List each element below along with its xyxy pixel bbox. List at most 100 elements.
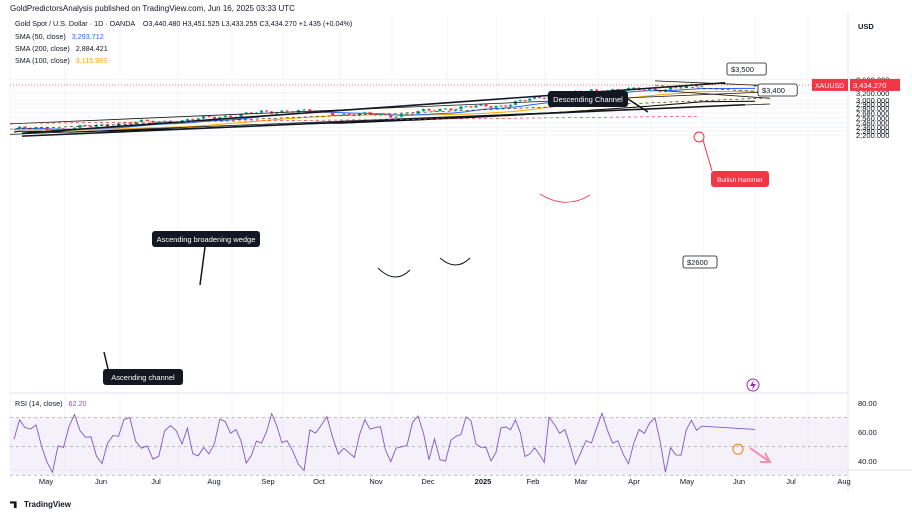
price-tick-label: 2,460.000 — [856, 119, 889, 128]
candle-body — [78, 125, 82, 128]
rounding-bottom-arc-2 — [439, 257, 471, 266]
time-tick-label: Feb — [527, 477, 540, 486]
broadening-wedge-arrow — [199, 246, 206, 286]
tradingview-logo[interactable]: TradingView — [10, 500, 71, 509]
candle-body — [265, 110, 269, 112]
ascending-channel-arrow — [103, 351, 109, 370]
time-tick-label: Aug — [207, 477, 220, 486]
candle-body — [499, 105, 503, 107]
candle-body — [163, 120, 167, 122]
ohlc-values: O3,440.480 H3,451.525 L3,433.255 C3,434.… — [142, 19, 353, 28]
descending-channel-mid — [654, 85, 771, 93]
time-tick-label: Nov — [369, 477, 383, 486]
candle-body — [537, 96, 541, 98]
candle-body — [218, 117, 222, 119]
candle-body — [94, 124, 99, 127]
rounding-bottom-arc — [377, 267, 411, 278]
broadening-wedge-label: Ascending broadening wedge — [157, 235, 256, 244]
level-2600-label: $2600 — [687, 258, 708, 267]
level-2600-label-box — [682, 255, 718, 269]
candle-body — [518, 100, 522, 102]
candle-body — [191, 119, 195, 120]
candle-body — [489, 106, 493, 108]
currency-label: USD — [858, 22, 874, 31]
price-tick-label: 2,800.000 — [856, 104, 889, 113]
candle-body — [285, 110, 289, 112]
candle-body — [373, 114, 377, 116]
candle-body — [589, 89, 593, 92]
candle-body — [83, 125, 88, 126]
sma200-legend: SMA (200, close) 2,884.421 — [15, 44, 108, 53]
candle-body — [122, 122, 126, 124]
candle-body — [449, 108, 453, 111]
bullish-hammer-arrow — [702, 139, 713, 172]
ascending-channel-upper — [9, 91, 771, 125]
candle-body — [296, 110, 300, 113]
rsi-tick-label: 80.00 — [858, 399, 877, 408]
sma50-label: SMA (50, close) — [15, 32, 66, 41]
channel-midline — [9, 97, 771, 130]
rsi-value: 62.20 — [68, 399, 87, 408]
price-tick-label: 2,900.000 — [856, 100, 889, 109]
price-tick-label: 3,000.000 — [856, 96, 889, 105]
candle-body — [347, 113, 351, 115]
descending-channel-lower — [654, 89, 771, 99]
candle-body — [504, 105, 508, 107]
candle-body — [394, 116, 398, 118]
candle-body — [479, 104, 483, 106]
candle-body — [459, 106, 463, 110]
candle-body — [202, 116, 206, 119]
time-tick-label: May — [680, 477, 694, 486]
candle-body — [410, 113, 415, 115]
price-tick-label: 2,200.000 — [856, 131, 889, 140]
time-tick-label: Jul — [786, 477, 796, 486]
support-2600-line — [9, 115, 701, 124]
symbol-name: Gold Spot / U.S. Dollar · 1D · OANDA — [15, 19, 135, 28]
price-tick-label: 2,560.000 — [856, 114, 889, 123]
rsi-tick-label: 60.00 — [858, 428, 877, 437]
candle-body — [443, 108, 448, 110]
candle-body — [207, 116, 211, 117]
sma50-legend: SMA (50, close) 3,293.712 — [15, 32, 104, 41]
candle-body — [259, 110, 264, 113]
candle-body — [239, 113, 243, 117]
candle-body — [185, 119, 189, 121]
candle-body — [432, 110, 437, 112]
bullish-hammer-label: Bullish Hammer — [717, 177, 764, 184]
sma100-legend: SMA (100, close) 3,115.983 — [15, 56, 107, 65]
candle-body — [378, 113, 382, 116]
candle-body — [368, 112, 372, 115]
candle-body — [384, 113, 388, 115]
candle-body — [642, 90, 646, 91]
descending-channel-arrow — [627, 98, 649, 113]
candle-body — [196, 118, 200, 120]
descending-channel-upper — [654, 80, 771, 87]
candle-body — [244, 112, 248, 114]
candle-body — [595, 89, 599, 91]
last-price-symbol: XAUUSD — [815, 83, 844, 90]
symbol-legend: Gold Spot / U.S. Dollar · 1D · OANDA O3,… — [15, 19, 352, 28]
bullish-hammer-box — [711, 171, 769, 187]
rsi-band — [10, 417, 848, 476]
candle-body — [89, 125, 93, 127]
candle-body — [212, 116, 216, 119]
candle-body — [56, 128, 60, 131]
rsi-circle-marker — [732, 443, 744, 455]
publisher-header: GoldPredictorsAnalysis published on Trad… — [10, 4, 295, 13]
descending-channel-label-box — [548, 91, 628, 107]
candle-body — [484, 104, 488, 107]
time-tick-label: May — [39, 477, 53, 486]
time-tick-label: Sep — [261, 477, 274, 486]
level-3500-label: $3,500 — [731, 65, 754, 74]
candle-body — [358, 113, 362, 116]
rsi-line — [13, 411, 756, 474]
time-tick-label: Jun — [733, 477, 745, 486]
candle-body — [399, 113, 404, 117]
ascending-channel-label: Ascending channel — [111, 373, 175, 382]
sma50-value: 3,293.712 — [71, 32, 104, 41]
rsi-tick-label: 40.00 — [858, 457, 877, 466]
rsi-label: RSI (14, close) — [15, 399, 63, 408]
sma200-line — [13, 100, 756, 133]
candle-body — [653, 88, 657, 91]
